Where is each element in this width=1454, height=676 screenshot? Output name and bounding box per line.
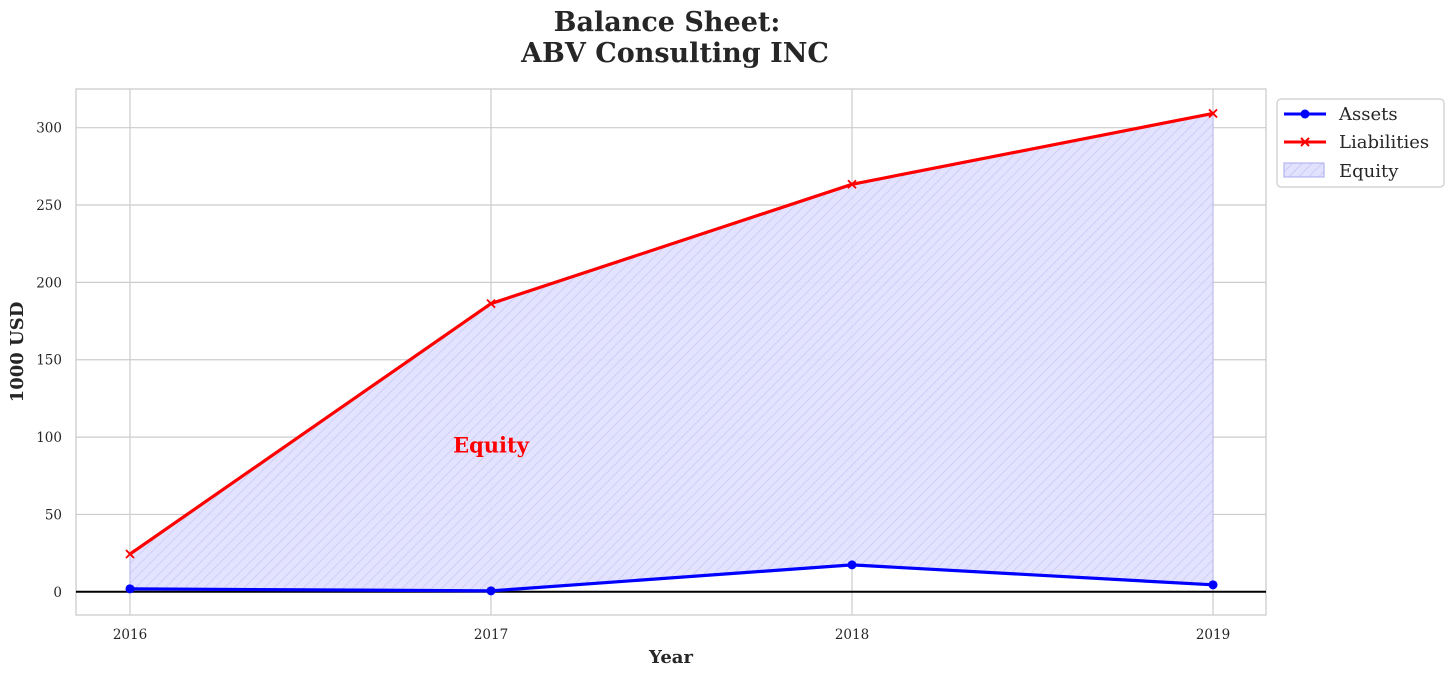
series-layer <box>125 108 1218 596</box>
assets-line <box>129 563 1214 593</box>
x-tick-label: 2016 <box>113 627 147 643</box>
x-tick-labels: 2016 2017 2018 2019 <box>113 627 1230 643</box>
y-tick-label: 150 <box>36 353 62 369</box>
x-tick-label: 2018 <box>835 627 869 643</box>
legend: Assets Liabilities Equity <box>1276 98 1445 188</box>
legend-assets-marker <box>1300 109 1310 119</box>
liabilities-point <box>125 549 135 559</box>
chart-title-line2: ABV Consulting INC <box>520 38 829 69</box>
y-tick-labels: 0 50 100 150 200 250 300 <box>36 121 62 601</box>
liabilities-point <box>1208 108 1218 119</box>
assets-point <box>847 560 857 570</box>
y-tick-label: 250 <box>36 198 62 214</box>
x-tick-label: 2017 <box>474 627 508 643</box>
assets-point <box>125 584 135 594</box>
equity-annotation: Equity <box>453 433 530 458</box>
y-tick-label: 100 <box>36 430 62 446</box>
liabilities-line <box>129 111 1214 556</box>
legend-equity-label: Equity <box>1339 161 1399 182</box>
assets-point <box>486 586 496 596</box>
y-tick-label: 200 <box>36 275 62 291</box>
y-axis-label: 1000 USD <box>7 302 28 403</box>
x-tick-label: 2019 <box>1196 627 1230 643</box>
x-axis-label: Year <box>648 647 693 668</box>
chart-title-line1: Balance Sheet: <box>554 7 781 38</box>
legend-liabilities-marker <box>1300 137 1310 147</box>
liabilities-point <box>486 298 496 309</box>
assets-point <box>1208 580 1218 590</box>
legend-equity-patch <box>1283 162 1325 178</box>
legend-liabilities-label: Liabilities <box>1339 132 1429 153</box>
liabilities-point <box>847 179 857 189</box>
y-tick-label: 300 <box>36 121 62 137</box>
legend-assets-label: Assets <box>1338 104 1398 125</box>
y-tick-label: 0 <box>53 585 62 601</box>
y-tick-label: 50 <box>45 507 62 523</box>
